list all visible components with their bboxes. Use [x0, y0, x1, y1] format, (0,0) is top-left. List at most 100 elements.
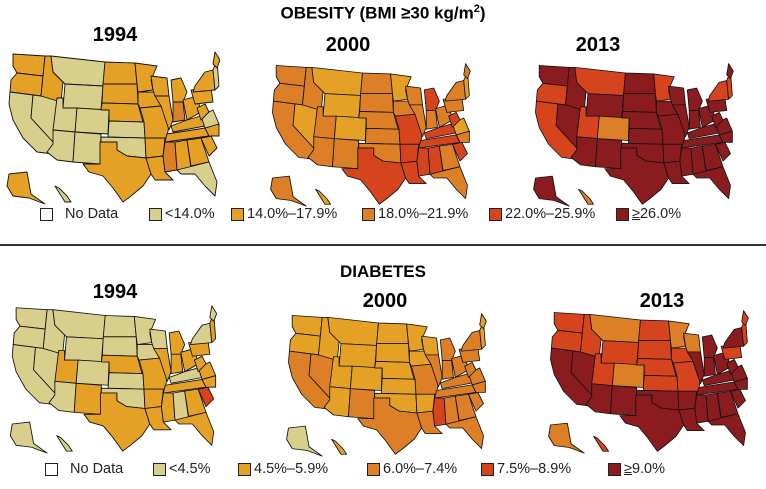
legend-swatch	[616, 207, 629, 221]
legend-swatch	[489, 207, 502, 221]
state-ks	[107, 120, 146, 139]
legend-swatch	[481, 462, 494, 476]
state-ak	[533, 175, 570, 207]
state-nd	[623, 72, 656, 95]
state-fl	[429, 166, 468, 200]
state-hi	[54, 185, 72, 203]
state-wy	[338, 343, 378, 369]
state-hi	[331, 438, 348, 455]
state-wy	[322, 93, 362, 119]
state-ny	[722, 327, 745, 349]
legend-item-no-data: No Data	[40, 206, 118, 222]
state-hi	[578, 188, 595, 205]
legend-swatch	[367, 462, 380, 476]
state-il	[671, 104, 690, 138]
state-il	[424, 354, 443, 388]
legend-swatch	[153, 462, 166, 476]
state-fl	[707, 413, 746, 447]
state-ak	[286, 425, 323, 457]
state-fl	[445, 416, 484, 450]
diabetes-title: DIABETES	[340, 262, 426, 281]
state-ny	[460, 330, 483, 352]
state-ks	[107, 372, 145, 390]
legend-swatch	[362, 207, 375, 221]
state-mi	[423, 87, 440, 111]
state-me	[479, 313, 487, 330]
state-sd	[622, 93, 657, 113]
legend-swatch	[608, 462, 621, 476]
state-tx	[357, 397, 423, 455]
state-wi	[405, 85, 423, 106]
state-me	[209, 305, 218, 322]
diabetes-map-2013	[548, 310, 749, 454]
state-nd	[376, 322, 409, 345]
diabetes-map-1994	[9, 305, 218, 454]
diabetes-legend: No Data <4.5% 4.5%–5.9% 6.0%–7.4% 7.5%–8…	[0, 461, 766, 481]
state-nd	[638, 319, 671, 342]
legend-label: 26.0%	[639, 206, 682, 222]
legend-label-prefix: ≥	[624, 461, 632, 477]
legend-item-bin-4: 7.5%–8.9%	[481, 461, 571, 477]
state-ar	[399, 143, 420, 164]
legend-label: No Data	[70, 461, 124, 477]
legend-label: 4.5%–5.9%	[254, 461, 329, 477]
state-ms	[679, 147, 694, 177]
legend-item-bin-2: 14.0%–17.9%	[231, 206, 337, 222]
obesity-title: OBESITY (BMI ≥30 kg/m2)	[280, 3, 486, 23]
legend-item-bin-2: 4.5%–5.9%	[238, 461, 328, 477]
state-wi	[683, 332, 701, 353]
diabetes-year-2013-label: 2013	[639, 290, 685, 312]
state-ak	[270, 175, 307, 207]
state-wi	[421, 335, 439, 356]
state-wy	[585, 93, 625, 119]
state-co	[333, 115, 367, 141]
legend-label: <14.0%	[165, 206, 215, 222]
legend-item-bin-4: 22.0%–25.9%	[489, 206, 595, 222]
obesity-year-2000-label: 2000	[325, 34, 371, 56]
state-wy	[64, 336, 104, 363]
legend-item-bin-3: 6.0%–7.4%	[367, 461, 457, 477]
state-co	[74, 107, 110, 135]
state-hi	[315, 188, 332, 205]
legend-item-bin-3: 18.0%–21.9%	[362, 206, 468, 222]
state-ks	[642, 374, 679, 392]
legend-swatch	[231, 207, 244, 221]
state-sd	[375, 343, 410, 363]
state-wv	[448, 111, 461, 128]
state-ar	[677, 390, 698, 411]
legend-label: 22.0%–25.9%	[505, 206, 596, 222]
legend-swatch	[40, 207, 53, 221]
state-nm	[73, 382, 102, 415]
state-il	[408, 104, 427, 138]
state-mi	[168, 330, 186, 355]
state-wv	[193, 355, 207, 373]
diabetes-year-2000-label: 2000	[362, 290, 408, 312]
state-ny	[190, 322, 213, 345]
state-ny	[192, 69, 216, 93]
legend-swatch	[238, 462, 251, 476]
state-ar	[143, 388, 164, 409]
obesity-map-2013	[533, 63, 734, 207]
state-ms	[162, 141, 178, 173]
legend-label: No Data	[65, 206, 119, 222]
legend-label: 9.0%	[631, 461, 666, 477]
state-wi	[149, 328, 168, 349]
diabetes-map-2000	[286, 313, 487, 457]
legend-item-bin-1: <14.0%	[149, 206, 215, 222]
state-ny	[707, 80, 730, 102]
state-ny	[444, 80, 467, 102]
state-tx	[604, 147, 670, 205]
state-wv	[196, 103, 210, 121]
state-nm	[348, 388, 376, 420]
legend-item-bin-5: ≥26.0%	[616, 206, 681, 222]
state-ms	[160, 392, 176, 423]
state-nm	[332, 138, 360, 170]
diabetes-year-1994-label: 1994	[92, 281, 138, 303]
state-in	[172, 101, 186, 123]
state-in	[441, 360, 454, 380]
state-ak	[9, 421, 48, 454]
state-il	[153, 348, 172, 382]
state-sd	[101, 83, 139, 105]
state-nd	[102, 61, 138, 85]
state-fl	[692, 166, 731, 200]
